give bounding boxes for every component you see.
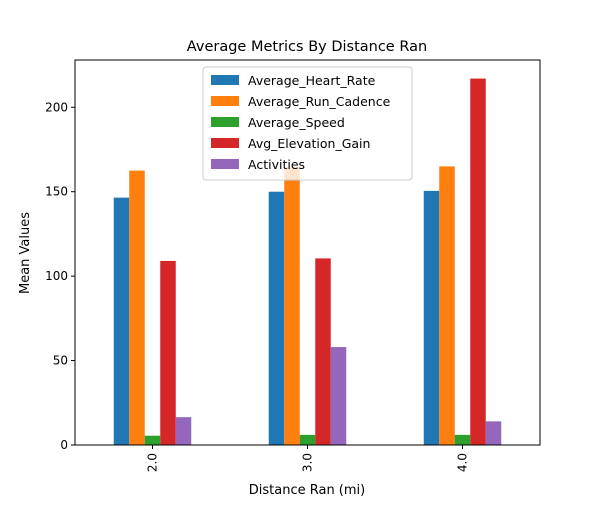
- legend-swatch: [211, 117, 239, 127]
- legend: Average_Heart_Rate Average_Run_Cadence Ave…: [202, 66, 413, 181]
- legend-label: Avg_Elevation_Gain: [248, 136, 370, 151]
- legend-label: Activities: [248, 157, 305, 172]
- x-tick-label: 2.0: [146, 453, 160, 472]
- legend-swatch: [211, 75, 239, 85]
- legend-box: [202, 66, 413, 181]
- bar-average-heart-rate-4-0: [423, 190, 440, 445]
- bar-avg-elevation-gain-4-0: [470, 78, 486, 445]
- bar-activities-2-0: [175, 417, 192, 445]
- bar-average-speed-2-0: [144, 435, 161, 445]
- y-tick-label: 50: [53, 354, 68, 368]
- legend-swatch: [211, 96, 239, 106]
- y-tick-label: 0: [60, 438, 68, 452]
- legend-swatch: [211, 138, 239, 148]
- x-tick-label: 3.0: [301, 453, 315, 472]
- x-tick-label: 4.0: [456, 453, 470, 472]
- axes-layer: 0 50 100 150 200 2.0 3.0 4.0: [45, 59, 541, 472]
- y-tick-label: 150: [45, 185, 68, 199]
- bar-average-heart-rate-2-0: [113, 197, 130, 445]
- x-axis-label: Distance Ran (mi): [249, 483, 365, 498]
- y-tick-label: 200: [45, 100, 68, 114]
- bar-average-speed-4-0: [454, 434, 471, 445]
- bar-average-run-cadence-2-0: [129, 170, 145, 445]
- bar-avg-elevation-gain-2-0: [160, 260, 176, 445]
- legend-label: Average_Run_Cadence: [248, 94, 391, 109]
- chart-title: Average Metrics By Distance Ran: [187, 39, 427, 55]
- bar-average-heart-rate-3-0: [268, 191, 285, 445]
- y-axis-label: Mean Values: [18, 212, 33, 294]
- legend-label: Average_Heart_Rate: [248, 73, 376, 88]
- legend-label: Average_Speed: [248, 115, 345, 130]
- bar-average-speed-3-0: [299, 434, 316, 445]
- bar-activities-3-0: [330, 347, 347, 445]
- bar-activities-4-0: [485, 421, 502, 445]
- bar-average-run-cadence-4-0: [439, 166, 455, 445]
- y-tick-label: 100: [45, 269, 68, 283]
- bar-avg-elevation-gain-3-0: [315, 258, 331, 445]
- bars-layer: [113, 78, 502, 446]
- legend-swatch: [211, 159, 239, 169]
- bar-average-run-cadence-3-0: [284, 167, 300, 446]
